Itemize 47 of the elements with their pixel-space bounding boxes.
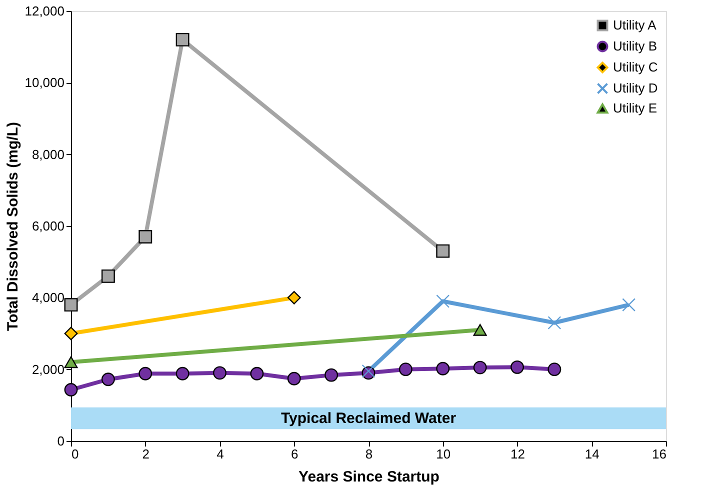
x-tick-label: 12 (510, 446, 525, 462)
point (510, 360, 524, 374)
point (176, 32, 190, 46)
point (436, 294, 450, 308)
point (64, 383, 78, 396)
legend-label: Utility C (613, 60, 658, 74)
x-tick-label: 16 (652, 446, 666, 462)
point (138, 230, 152, 244)
y-tick-label: 0 (57, 434, 64, 448)
point (398, 362, 412, 376)
y-axis-title: Total Dissolved Solids (mg/L) (4, 122, 22, 331)
point (250, 366, 264, 380)
point (436, 244, 450, 258)
y-tick-label: 12,000 (24, 4, 64, 18)
x-axis-title: Years Since Startup (298, 468, 440, 486)
x-tick-label: 8 (365, 446, 373, 462)
legend-label: Utility D (613, 80, 658, 96)
y-tick-label: 8,000 (32, 146, 64, 162)
y-tick-label: 10,000 (24, 75, 64, 90)
y-tick-label: 6,000 (32, 218, 64, 234)
legend-label: Utility E (613, 100, 658, 116)
point (64, 326, 78, 340)
point (176, 366, 190, 380)
point (287, 290, 301, 304)
point (213, 366, 226, 380)
point (138, 366, 152, 380)
point (287, 372, 301, 386)
y-tick-label: 2,000 (32, 362, 64, 377)
x-tick-label: 6 (291, 446, 298, 462)
legend-label: Utility A (613, 18, 657, 32)
point (101, 269, 115, 283)
x-tick-label: 0 (72, 446, 79, 462)
x-tick-label: 14 (584, 446, 600, 462)
point (101, 372, 115, 386)
point (548, 316, 562, 330)
point (436, 362, 450, 376)
x-tick-label: 2 (142, 446, 150, 462)
point (548, 362, 562, 376)
point (622, 298, 636, 312)
x-tick-label: 10 (436, 446, 451, 462)
point (324, 368, 338, 382)
legend-label: Utility B (613, 38, 658, 54)
x-tick-label: 4 (216, 446, 224, 462)
point (64, 298, 78, 312)
y-tick-label: 4,000 (32, 290, 64, 306)
band-label: Typical Reclaimed Water (280, 410, 456, 428)
point (473, 360, 487, 374)
